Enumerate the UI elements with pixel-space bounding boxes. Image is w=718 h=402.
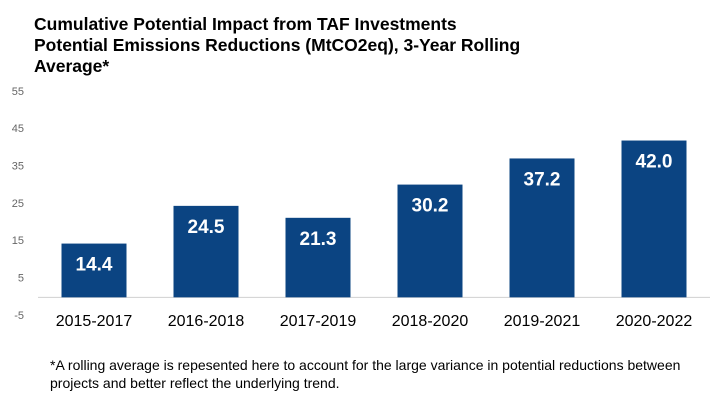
bar bbox=[61, 243, 127, 298]
bar bbox=[621, 140, 687, 298]
y-tick-label: 45 bbox=[12, 123, 24, 135]
y-tick-label: 35 bbox=[12, 161, 24, 173]
x-tick-label: 2015-2017 bbox=[56, 313, 133, 330]
chart-subtitle: Potential Emissions Reductions (MtCO2eq)… bbox=[34, 35, 521, 76]
y-tick-label: 55 bbox=[12, 86, 24, 98]
chart: -5 5 15 25 35 45 55 2015-2017 14.4 2016-2018 24.5 2… bbox=[12, 86, 710, 330]
data-label: 24.5 bbox=[188, 217, 225, 238]
footnote: *A rolling average is repesented here to… bbox=[50, 357, 681, 391]
y-tick-label: -5 bbox=[14, 310, 24, 322]
bar bbox=[397, 184, 463, 298]
data-label: 30.2 bbox=[412, 196, 449, 217]
titles: Cumulative Potential Impact from TAF Inv… bbox=[34, 14, 594, 77]
data-label: 21.3 bbox=[300, 229, 337, 250]
y-tick-label: 5 bbox=[18, 273, 24, 285]
data-label: 42.0 bbox=[636, 152, 673, 173]
chart-title: Cumulative Potential Impact from TAF Inv… bbox=[34, 14, 457, 34]
x-tick-label: 2016-2018 bbox=[168, 313, 245, 330]
x-tick-label: 2018-2020 bbox=[392, 313, 469, 330]
data-label: 37.2 bbox=[524, 169, 561, 190]
data-label: 14.4 bbox=[76, 255, 113, 276]
bar bbox=[173, 205, 239, 298]
bar bbox=[285, 217, 351, 298]
y-tick-label: 15 bbox=[12, 235, 24, 247]
y-tick-label: 25 bbox=[12, 198, 24, 210]
bar bbox=[509, 158, 575, 298]
x-tick-label: 2017-2019 bbox=[280, 313, 357, 330]
x-tick-label: 2020-2022 bbox=[616, 313, 693, 330]
x-tick-label: 2019-2021 bbox=[504, 313, 581, 330]
